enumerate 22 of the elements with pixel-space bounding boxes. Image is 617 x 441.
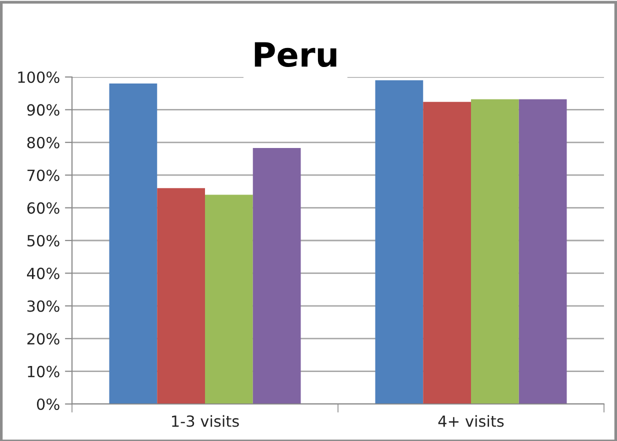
y-tick-label: 90%	[27, 104, 60, 116]
bar	[205, 194, 253, 404]
y-tick-label: 80%	[27, 136, 60, 148]
x-tick-label: 4+ visits	[438, 415, 504, 427]
y-tick-label: 70%	[27, 170, 60, 182]
y-tick-label: 30%	[27, 300, 60, 312]
bar	[518, 99, 567, 404]
y-tick-label: 100%	[18, 71, 60, 84]
y-tick-label: 60%	[27, 202, 60, 214]
bar	[375, 80, 424, 404]
bar	[252, 148, 301, 404]
y-tick-label: 20%	[27, 333, 60, 345]
y-tick-label: 40%	[26, 268, 60, 280]
y-tick-label: 50%	[27, 234, 60, 247]
x-tick-label: 1-3 visits	[172, 415, 239, 427]
chart-title: Peru	[254, 42, 336, 68]
bar	[423, 102, 471, 404]
y-tick-label: 0%	[36, 398, 60, 410]
y-tick-label: 10%	[28, 366, 60, 378]
bar	[109, 84, 158, 404]
bar	[157, 188, 205, 404]
bar	[471, 99, 519, 404]
